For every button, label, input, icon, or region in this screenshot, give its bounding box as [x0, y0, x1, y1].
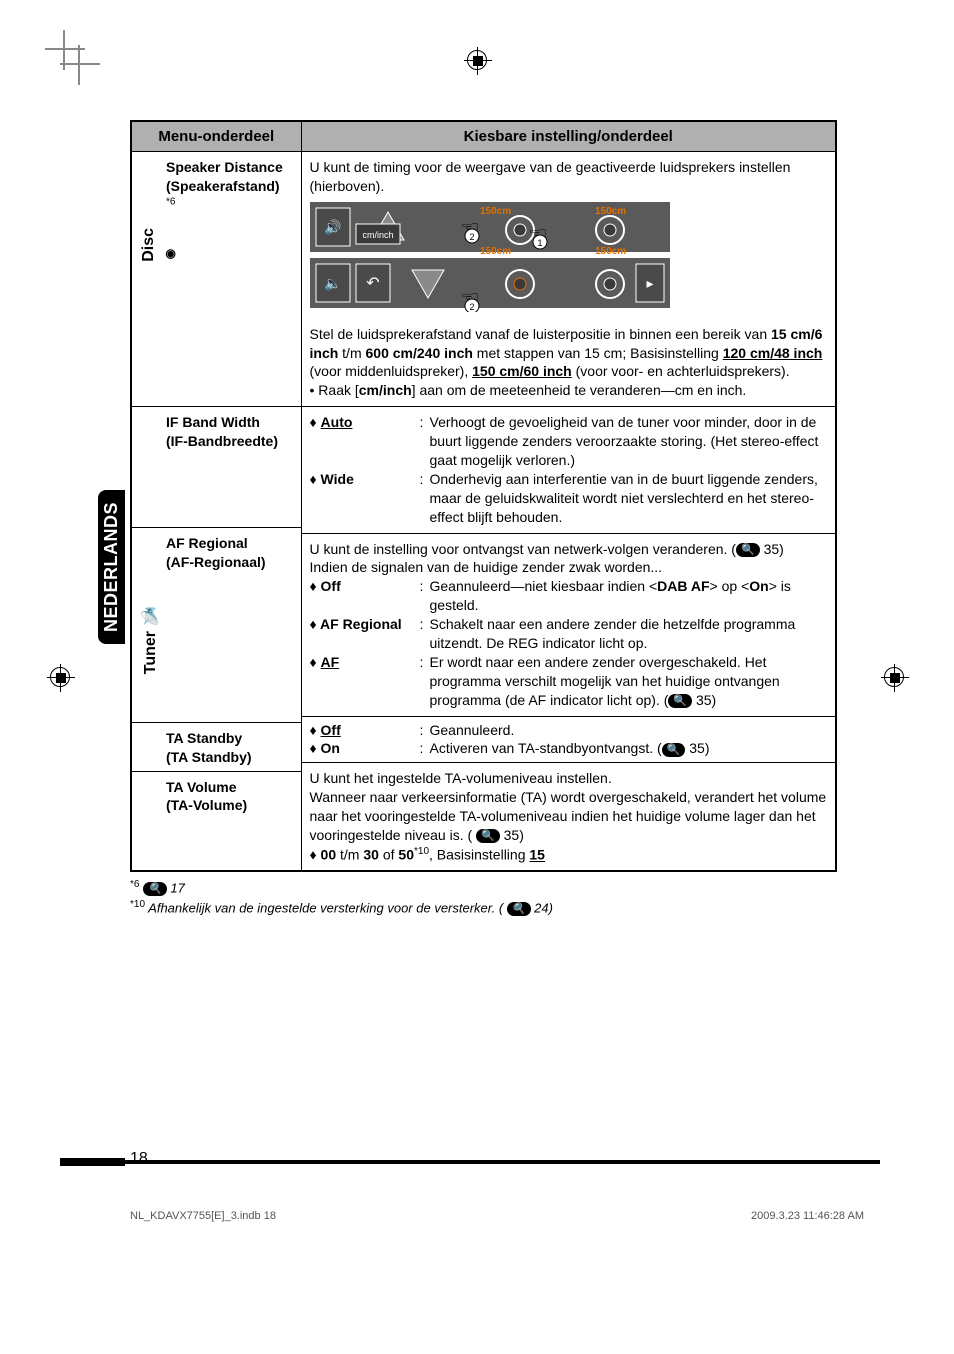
label-speaker-sup: *6 [166, 197, 175, 213]
category-disc: Disc ◉ [138, 228, 181, 262]
afreg-intro2: Indien de signalen van de huidige zender… [310, 558, 828, 577]
page-content: Menu-onderdeel Kiesbare instelling/onder… [130, 120, 837, 918]
category-tuner: Tuner 📡 [140, 607, 162, 674]
crop-mark [60, 45, 100, 85]
opt-wide: ♦ Wide : Onderhevig aan interferentie va… [310, 470, 828, 527]
reg-mark-left [50, 667, 70, 687]
svg-text:150cm: 150cm [595, 246, 626, 257]
page-rule [60, 1160, 880, 1164]
label-tastandby-sub: (TA Standby) [166, 749, 252, 765]
reg-mark-right [884, 667, 904, 687]
opt-af: ♦ AF : Er wordt naar een andere zender o… [310, 653, 828, 710]
ref-icon: 🔍 [736, 543, 760, 557]
svg-text:150cm: 150cm [480, 246, 511, 257]
footer-left: NL_KDAVX7755[E]_3.indb 18 [130, 1210, 276, 1222]
svg-text:🔊: 🔊 [324, 218, 341, 236]
svg-text:▸: ▸ [646, 275, 653, 291]
language-tab: NEDERLANDS [98, 490, 125, 644]
opt-af-regional: ♦ AF Regional : Schakelt naar een andere… [310, 615, 828, 653]
label-tavol-title: TA Volume [166, 779, 237, 795]
page-number: 18 [130, 1150, 148, 1168]
label-tastandby-title: TA Standby [166, 730, 242, 746]
tavol-l1: U kunt het ingestelde TA-volumeniveau in… [310, 769, 828, 788]
opt-af-off: ♦ Off : Geannuleerd—niet kiesbaar indien… [310, 577, 828, 615]
svg-text:cm/inch: cm/inch [362, 230, 393, 240]
ref-icon: 🔍 [143, 882, 167, 896]
opt-ta-on: ♦ On : Activeren van TA-standbyontvangst… [310, 739, 828, 758]
opt-ta-off: ♦ Off : Geannuleerd. [310, 721, 828, 740]
label-afreg-title: AF Regional [166, 535, 248, 551]
svg-text:🔈: 🔈 [324, 275, 341, 292]
label-afreg-sub: (AF-Regionaal) [166, 554, 266, 570]
speaker-intro: U kunt de timing voor de weergave van de… [310, 158, 828, 196]
label-speaker-title: Speaker Distance [166, 159, 283, 175]
svg-text:1: 1 [537, 238, 542, 248]
header-setting: Kiesbare instelling/onderdeel [301, 121, 836, 152]
svg-text:150cm: 150cm [480, 206, 511, 217]
label-speaker-sub: (Speakerafstand) [166, 178, 280, 194]
footer-right: 2009.3.23 11:46:28 AM [751, 1210, 864, 1222]
svg-text:2: 2 [469, 232, 474, 242]
svg-text:2: 2 [469, 302, 474, 312]
svg-text:↶: ↶ [366, 275, 379, 292]
opt-auto: ♦ Auto : Verhoogt de gevoeligheid van de… [310, 413, 828, 470]
speaker-diagram: 🔊 ↶ 🔈 cm/inch 150cm 150cm 150cm 150cm [310, 202, 670, 312]
ref-icon: 🔍 [476, 829, 500, 843]
row-speaker-distance: Speaker Distance (Speakerafstand) *6 Dis… [131, 152, 836, 407]
speaker-body: Stel de luidsprekerafstand vanaf de luis… [310, 325, 828, 382]
speaker-bullet: • Raak [cm/inch] aan om de meeteenheid t… [310, 381, 828, 400]
ref-icon: 🔍 [668, 694, 692, 708]
afreg-intro: U kunt de instelling voor ontvangst van … [310, 540, 828, 559]
ref-icon: 🔍 [507, 902, 531, 916]
label-ifband-title: IF Band Width [166, 414, 260, 430]
row-if-band: IF Band Width (IF-Bandbreedte) AF Region… [131, 407, 836, 533]
settings-table: Menu-onderdeel Kiesbare instelling/onder… [130, 120, 837, 872]
ref-icon: 🔍 [662, 743, 686, 757]
tavol-l2: Wanneer naar verkeersinformatie (TA) wor… [310, 788, 828, 845]
label-tavol-sub: (TA-Volume) [166, 797, 247, 813]
label-ifband-sub: (IF-Bandbreedte) [166, 433, 278, 449]
reg-mark-top [467, 50, 487, 70]
tavol-l3: ♦ 00 t/m 30 of 50*10, Basisinstelling 15 [310, 845, 828, 865]
page-rule-thick [60, 1158, 125, 1166]
header-menu: Menu-onderdeel [131, 121, 301, 152]
footnotes: *6 🔍 17 *10 Afhankelijk van de ingesteld… [130, 878, 837, 917]
